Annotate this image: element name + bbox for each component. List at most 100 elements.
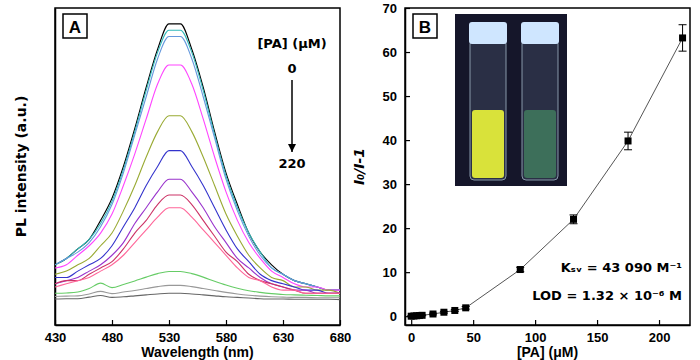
y-tick-mark: [405, 52, 410, 53]
figure: 430480530580630680Wavelength (nm)PL inte…: [0, 0, 700, 360]
series-line: [55, 116, 340, 294]
series-line: [55, 37, 340, 291]
x-tick-label: 430: [45, 330, 67, 345]
y-tick-label: 60: [383, 45, 397, 60]
y-tick-mark: [405, 96, 410, 97]
annotation: 220: [278, 156, 305, 171]
x-tick-label: 630: [273, 330, 295, 345]
series-line: [55, 151, 340, 294]
x-tick-mark: [283, 320, 284, 325]
error-bar-cap: [570, 214, 578, 215]
y-tick-mark: [405, 272, 410, 273]
y-axis: 010203040506070: [383, 1, 410, 326]
y-tick-mark: [405, 8, 410, 9]
inset-background: [455, 14, 567, 186]
data-point: [570, 216, 577, 223]
x-axis: 430480530580630680: [45, 320, 352, 345]
data-point: [419, 312, 426, 319]
y-axis-title: I₀/I-1: [351, 148, 367, 185]
annotation-arrowhead: [288, 144, 296, 152]
y-tick: 20: [383, 221, 410, 236]
error-bar: [679, 25, 687, 51]
x-tick: 0: [408, 320, 415, 345]
panel: 050100150200010203040506070[PA] (μM)I₀/I…: [351, 1, 691, 360]
y-tick: 40: [383, 133, 410, 148]
x-axis-title: [PA] (μM): [517, 344, 578, 360]
error-bar: [624, 132, 632, 150]
x-tick-mark: [226, 320, 227, 325]
plot-frame: [405, 8, 690, 325]
y-tick: 70: [383, 1, 410, 16]
vial-cap: [521, 22, 559, 44]
plot-frame: [55, 8, 340, 325]
data-point: [517, 266, 524, 273]
x-tick-label: 530: [159, 330, 181, 345]
y-tick: 60: [383, 45, 410, 60]
y-axis-line: [405, 9, 407, 326]
y-tick-label: 30: [383, 177, 397, 192]
vial-cap: [469, 22, 507, 44]
x-tick-mark: [473, 320, 474, 325]
y-tick-label: 10: [383, 265, 397, 280]
x-tick: 150: [587, 320, 609, 345]
x-tick: 530: [159, 320, 181, 345]
panel-label-box: [413, 14, 437, 38]
x-tick-mark: [597, 320, 598, 325]
annotation: 0: [287, 61, 296, 76]
annotation: [PA] (μM): [257, 36, 326, 51]
x-tick-label: 680: [330, 330, 352, 345]
x-axis: 050100150200: [406, 320, 691, 345]
data-point: [462, 304, 469, 311]
plot-area: [55, 24, 340, 300]
series-line: [55, 65, 340, 290]
x-tick-label: 100: [525, 330, 547, 345]
x-tick: 100: [525, 320, 547, 345]
series-line: [411, 38, 682, 316]
error-bar-cap: [679, 24, 687, 25]
panel-title: B: [419, 18, 431, 37]
y-tick-label: 70: [383, 1, 397, 16]
x-tick-mark: [340, 320, 341, 325]
error-bar-cap: [679, 51, 687, 52]
data-point: [679, 34, 686, 41]
x-tick-label: 0: [408, 330, 415, 345]
x-tick-mark: [659, 320, 660, 325]
error-bar-cap: [624, 149, 632, 150]
x-axis-title: Wavelength (nm): [141, 344, 253, 360]
y-tick: 10: [383, 265, 410, 280]
x-tick-label: 580: [216, 330, 238, 345]
x-tick: 630: [273, 320, 295, 345]
plot-area: [407, 25, 686, 320]
y-tick-mark: [405, 184, 410, 185]
data-point: [430, 310, 437, 317]
x-tick-mark: [112, 320, 113, 325]
annotation: LOD = 1.32 × 10⁻⁶ M: [532, 288, 682, 303]
y-tick-label: 50: [383, 89, 397, 104]
annotation-arrow: [291, 80, 293, 152]
panel-label: A: [63, 14, 87, 38]
x-axis-line: [56, 325, 341, 327]
x-tick-mark: [169, 320, 170, 325]
panel-label-box: [63, 14, 87, 38]
series-line: [55, 179, 340, 293]
series-line: [55, 24, 340, 290]
series-line: [55, 195, 340, 293]
data-point: [451, 307, 458, 314]
error-bar-cap: [624, 132, 632, 133]
vial-liquid: [524, 110, 556, 178]
x-tick: 680: [330, 320, 352, 345]
vial-liquid: [472, 110, 504, 178]
annotation: Kₛᵥ = 43 090 M⁻¹: [561, 260, 682, 275]
y-tick-mark: [405, 140, 410, 141]
y-tick-label: 20: [383, 221, 397, 236]
x-tick: 580: [216, 320, 238, 345]
y-tick: 30: [383, 177, 410, 192]
x-tick: 50: [466, 320, 480, 345]
vial: [470, 40, 506, 180]
x-axis-line: [406, 325, 691, 327]
error-bar: [570, 215, 578, 224]
series-line: [55, 208, 340, 294]
vial: [522, 40, 558, 180]
y-tick-mark: [405, 228, 410, 229]
panel-label: B: [413, 14, 437, 38]
